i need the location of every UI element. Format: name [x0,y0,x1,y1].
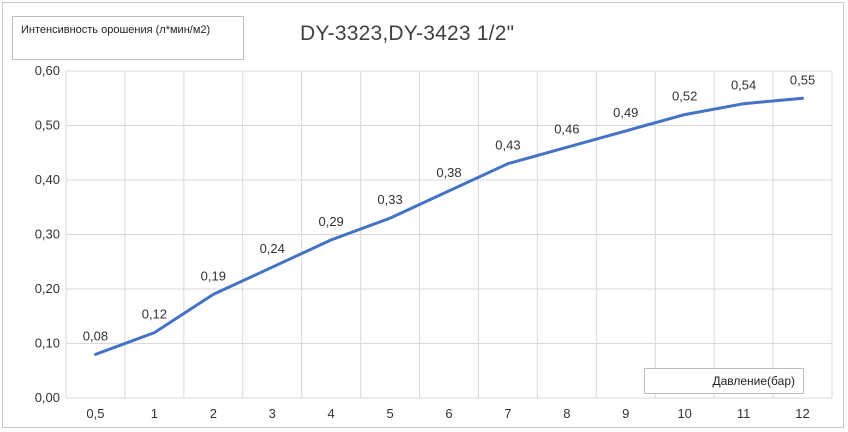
data-label: 0,38 [436,165,461,180]
x-tick-label: 3 [269,406,276,421]
x-axis-title: Давление(бар) [644,368,804,394]
data-label: 0,54 [731,78,756,93]
data-label: 0,33 [377,192,402,207]
x-tick-label: 4 [328,406,335,421]
x-tick-label: 7 [504,406,511,421]
chart-title: DY-3323,DY-3423 1/2" [300,22,515,45]
y-tick-label: 0,40 [35,172,60,187]
data-label: 0,24 [260,241,285,256]
x-tick-label: 1 [151,406,158,421]
y-tick-label: 0,00 [35,390,60,405]
x-tick-label: 10 [677,406,691,421]
x-tick-label: 12 [795,406,809,421]
y-tick-label: 0,20 [35,281,60,296]
x-tick-label: 5 [386,406,393,421]
y-tick-label: 0,60 [35,63,60,78]
data-label: 0,55 [790,72,815,87]
y-tick-label: 0,30 [35,227,60,242]
data-label: 0,08 [83,328,108,343]
y-tick-label: 0,50 [35,118,60,133]
data-label: 0,46 [554,121,579,136]
data-label: 0,19 [201,268,226,283]
x-tick-label: 6 [445,406,452,421]
x-tick-label: 0,5 [86,406,104,421]
x-tick-label: 8 [563,406,570,421]
data-label: 0,29 [318,214,343,229]
x-tick-label: 9 [622,406,629,421]
data-label: 0,43 [495,138,520,153]
y-tick-label: 0,10 [35,336,60,351]
x-tick-label: 11 [737,406,751,421]
data-label: 0,52 [672,89,697,104]
data-label: 0,49 [613,105,638,120]
y-axis-title: Интенсивность орошения (л*мин/м2) [12,16,244,60]
data-label: 0,12 [142,307,167,322]
x-tick-label: 2 [210,406,217,421]
